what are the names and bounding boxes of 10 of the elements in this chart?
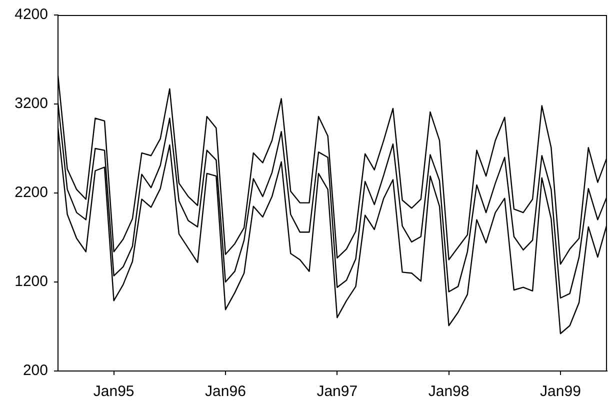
x-tick-label: Jan97 xyxy=(316,383,358,400)
x-tick-label: Jan95 xyxy=(93,383,134,400)
x-tick-label: Jan98 xyxy=(428,383,470,400)
y-tick-label: 4200 xyxy=(14,6,48,24)
y-tick-label: 1200 xyxy=(14,273,48,290)
y-tick-label: 3200 xyxy=(14,95,48,112)
y-tick-label: 2200 xyxy=(14,184,48,202)
x-tick-label: Jan96 xyxy=(205,383,246,400)
y-tick-label: 200 xyxy=(22,362,48,380)
x-tick-label: Jan99 xyxy=(540,383,581,400)
